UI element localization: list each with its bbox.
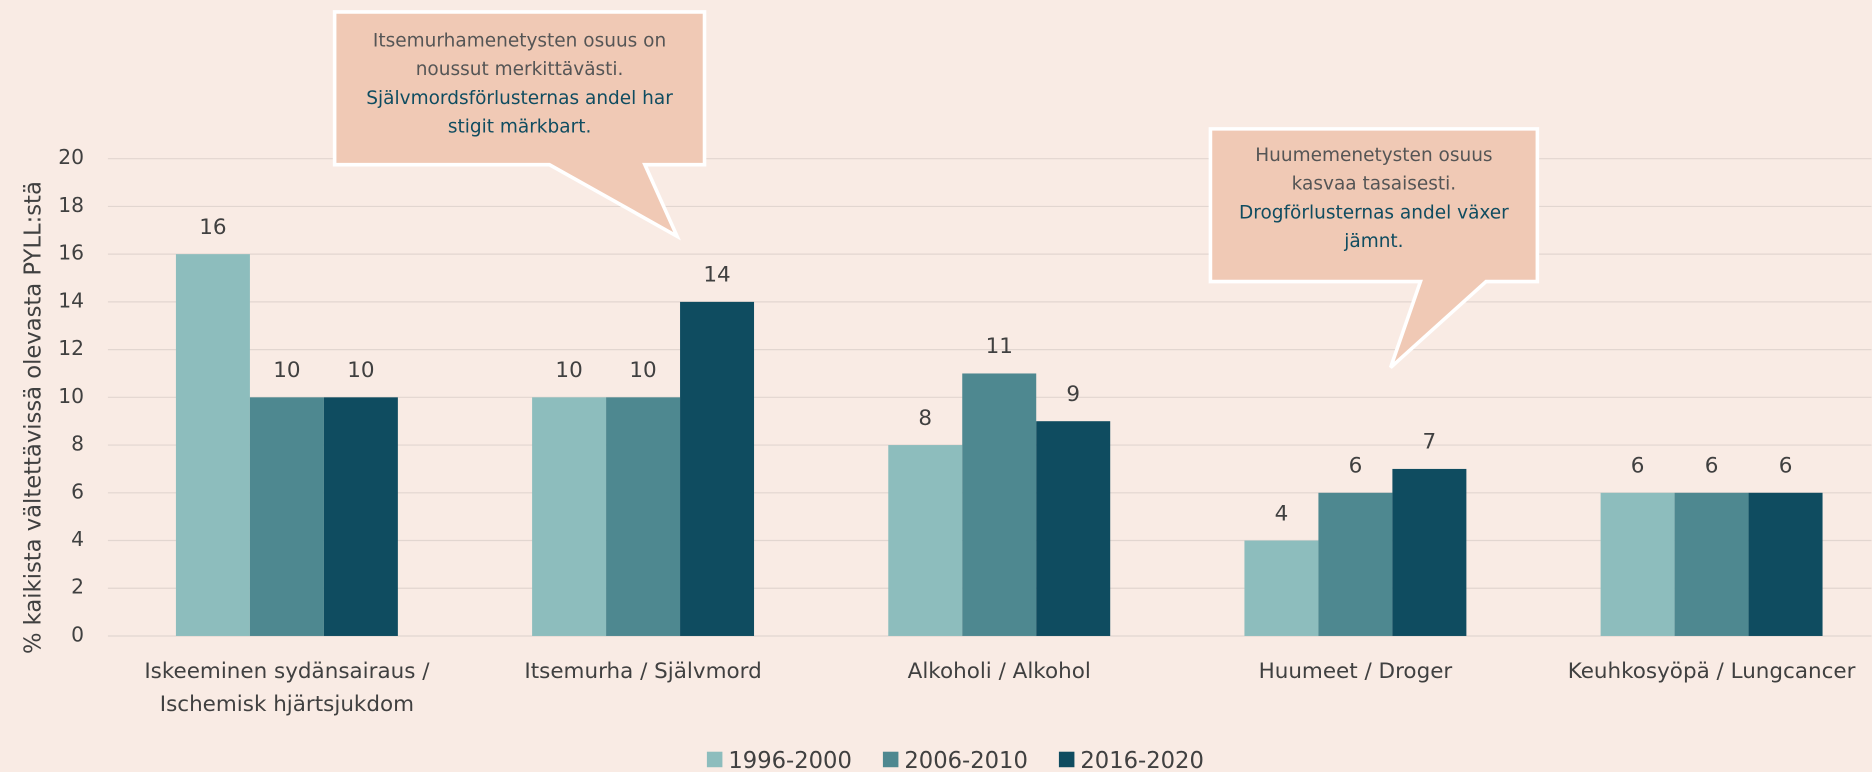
- annotation: Huumemenetysten osuus kasvaa tasaisesti.…: [1222, 141, 1525, 256]
- callout-box: [1208, 127, 1540, 369]
- legend-swatch: [706, 751, 723, 768]
- bar: [532, 397, 607, 636]
- bar: [680, 301, 755, 636]
- x-tick-line: Keuhkosyöpä / Lungcancer: [1568, 659, 1856, 684]
- value-label: 6: [1705, 454, 1719, 479]
- bar: [888, 445, 963, 636]
- x-tick-line: Iskeeminen sydänsairaus /: [144, 659, 430, 684]
- value-label: 10: [347, 358, 374, 383]
- x-tick-label: Alkoholi / Alkohol: [908, 659, 1091, 684]
- value-label: 6: [1631, 454, 1645, 479]
- bar: [1318, 492, 1393, 636]
- value-label: 14: [703, 263, 730, 288]
- bar: [249, 397, 324, 636]
- legend-swatch: [882, 751, 899, 768]
- annotation-fi: Huumemenetysten osuus kasvaa tasaisesti.: [1255, 144, 1493, 195]
- y-axis-label: % kaikista vältettävissä olevasta PYLL:s…: [20, 181, 46, 654]
- x-tick-line: Huumeet / Droger: [1259, 659, 1453, 684]
- annotation-sv: Drogförlusternas andel växer jämnt.: [1239, 201, 1509, 252]
- x-tick-label: Iskeeminen sydänsairaus / Ischemisk hjärt…: [144, 659, 430, 717]
- bar: [323, 397, 398, 636]
- bar: [1036, 421, 1111, 636]
- legend-label: 1996-2000: [728, 748, 852, 772]
- x-tick-label: Itsemurha / Självmord: [524, 659, 761, 684]
- bar: [1244, 540, 1319, 636]
- annotation-sv: Självmordsförlusternas andel har stigit …: [366, 87, 673, 138]
- y-tick-label: 0: [71, 622, 84, 646]
- callout-text: Itsemurhamenetysten osuus on noussut mer…: [347, 26, 693, 141]
- x-tick-label: Keuhkosyöpä / Lungcancer: [1568, 659, 1856, 684]
- x-tick-line: Alkoholi / Alkohol: [908, 659, 1091, 684]
- y-tick-label: 20: [58, 145, 84, 169]
- y-tick-label: 16: [58, 241, 84, 265]
- bar: [175, 254, 250, 636]
- y-tick-label: 14: [58, 288, 84, 312]
- value-label: 8: [918, 406, 932, 431]
- value-label: 6: [1779, 454, 1793, 479]
- bar: [962, 373, 1037, 636]
- value-label: 4: [1275, 501, 1289, 526]
- bar: [1392, 468, 1467, 636]
- bar: [1674, 492, 1749, 636]
- value-label: 11: [986, 334, 1013, 359]
- y-tick-label: 6: [71, 479, 84, 503]
- callout-box: [332, 10, 707, 241]
- callout-text: Huumemenetysten osuus kasvaa tasaisesti.…: [1222, 141, 1525, 256]
- y-tick-label: 4: [71, 527, 84, 551]
- x-tick-line: Ischemisk hjärtsjukdom: [160, 692, 414, 717]
- value-label: 6: [1349, 454, 1363, 479]
- value-label: 10: [273, 358, 300, 383]
- legend-swatch: [1058, 751, 1075, 768]
- y-tick-label: 8: [71, 432, 84, 456]
- legend-label: 2006-2010: [904, 748, 1027, 772]
- value-label: 7: [1423, 430, 1437, 455]
- annotation-fi: Itsemurhamenetysten osuus on noussut mer…: [372, 29, 667, 80]
- annotation: Itsemurhamenetysten osuus on noussut mer…: [347, 26, 693, 141]
- value-label: 10: [629, 358, 656, 383]
- value-label: 9: [1066, 382, 1080, 407]
- x-tick-line: Itsemurha / Självmord: [524, 659, 761, 684]
- bar: [1748, 492, 1823, 636]
- y-tick-label: 12: [58, 336, 84, 360]
- y-tick-label: 18: [58, 193, 84, 217]
- legend-label: 2016-2020: [1080, 748, 1204, 772]
- bar: [606, 397, 681, 636]
- y-tick-label: 2: [71, 575, 84, 599]
- value-label: 10: [555, 358, 582, 383]
- y-tick-label: 10: [58, 384, 84, 408]
- value-label: 16: [199, 215, 226, 240]
- x-tick-label: Huumeet / Droger: [1259, 659, 1453, 684]
- bar: [1600, 492, 1675, 636]
